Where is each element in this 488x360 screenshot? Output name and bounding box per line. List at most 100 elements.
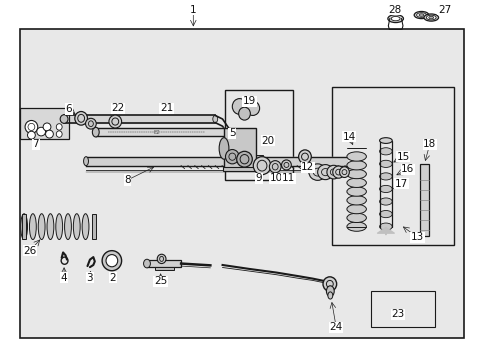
Text: 21: 21 (160, 103, 173, 113)
Ellipse shape (27, 131, 35, 139)
Text: 15: 15 (396, 152, 409, 162)
Ellipse shape (346, 178, 366, 188)
Ellipse shape (60, 115, 68, 123)
Ellipse shape (73, 214, 80, 239)
Ellipse shape (38, 214, 45, 239)
Ellipse shape (339, 167, 348, 177)
Text: 4: 4 (61, 273, 67, 283)
Ellipse shape (416, 13, 426, 17)
Ellipse shape (56, 124, 62, 130)
Bar (20, 30, 463, 338)
Ellipse shape (323, 277, 336, 291)
Ellipse shape (308, 164, 326, 180)
Ellipse shape (85, 118, 96, 129)
Ellipse shape (413, 12, 428, 19)
Bar (224, 90, 293, 180)
Ellipse shape (37, 127, 45, 136)
Ellipse shape (106, 255, 118, 267)
Text: 18: 18 (422, 139, 435, 149)
Ellipse shape (56, 131, 62, 137)
Ellipse shape (234, 149, 249, 165)
Text: 26: 26 (23, 246, 37, 256)
Ellipse shape (346, 213, 366, 222)
Ellipse shape (346, 187, 366, 196)
Ellipse shape (379, 138, 391, 143)
Text: 9: 9 (255, 173, 262, 183)
Ellipse shape (418, 14, 423, 16)
Text: 20: 20 (261, 136, 274, 145)
Ellipse shape (83, 157, 88, 166)
Ellipse shape (45, 130, 53, 138)
Text: 16: 16 (401, 164, 414, 174)
Ellipse shape (387, 15, 403, 23)
Bar (92, 214, 96, 239)
Ellipse shape (143, 259, 150, 268)
Ellipse shape (269, 161, 281, 173)
Ellipse shape (20, 214, 27, 239)
Text: 3: 3 (86, 273, 93, 283)
Text: 11: 11 (281, 173, 294, 183)
Ellipse shape (326, 165, 340, 179)
Ellipse shape (64, 214, 71, 239)
Text: 2: 2 (109, 273, 116, 283)
Ellipse shape (29, 214, 36, 239)
Ellipse shape (225, 149, 239, 164)
Ellipse shape (109, 115, 122, 128)
Ellipse shape (390, 17, 399, 21)
Ellipse shape (346, 222, 366, 231)
Ellipse shape (25, 121, 38, 134)
Bar (147, 260, 181, 267)
Ellipse shape (75, 112, 87, 125)
Ellipse shape (219, 138, 228, 159)
Ellipse shape (426, 15, 435, 20)
Ellipse shape (379, 173, 391, 180)
Ellipse shape (317, 165, 332, 180)
Ellipse shape (245, 101, 259, 116)
Text: 1: 1 (190, 5, 196, 15)
Ellipse shape (236, 151, 252, 167)
Text: 25: 25 (154, 276, 167, 286)
Bar (224, 128, 255, 169)
Bar (419, 164, 428, 235)
Bar (22, 214, 26, 239)
Ellipse shape (47, 214, 54, 239)
FancyArrowPatch shape (377, 228, 393, 235)
Ellipse shape (379, 160, 391, 167)
Ellipse shape (253, 157, 270, 175)
Text: 13: 13 (410, 232, 424, 242)
Ellipse shape (298, 150, 311, 163)
Ellipse shape (212, 116, 217, 123)
Ellipse shape (238, 141, 244, 148)
Text: 8: 8 (124, 175, 130, 185)
Bar (370, 291, 434, 327)
Bar (331, 87, 453, 244)
Text: 22: 22 (111, 103, 124, 113)
Ellipse shape (102, 251, 122, 271)
Ellipse shape (232, 99, 246, 114)
Text: E2: E2 (153, 130, 160, 135)
Text: 6: 6 (65, 104, 72, 114)
Text: 7: 7 (32, 139, 39, 149)
Bar (251, 155, 262, 159)
Ellipse shape (238, 107, 250, 120)
Text: 14: 14 (342, 132, 355, 142)
Ellipse shape (346, 161, 366, 170)
Ellipse shape (332, 166, 344, 178)
Text: 17: 17 (394, 179, 407, 189)
Text: 5: 5 (228, 129, 235, 138)
Ellipse shape (281, 160, 291, 170)
Text: 23: 23 (391, 310, 404, 319)
Ellipse shape (327, 292, 332, 299)
Text: 12: 12 (301, 162, 314, 172)
Text: 24: 24 (329, 322, 342, 332)
Ellipse shape (346, 195, 366, 205)
Text: 10: 10 (269, 173, 282, 183)
Bar (155, 267, 174, 270)
Bar (222, 167, 257, 171)
Ellipse shape (326, 286, 333, 297)
Ellipse shape (379, 148, 391, 155)
Bar (20, 108, 69, 139)
Ellipse shape (157, 254, 165, 264)
Ellipse shape (379, 223, 391, 230)
Text: 19: 19 (242, 96, 256, 106)
